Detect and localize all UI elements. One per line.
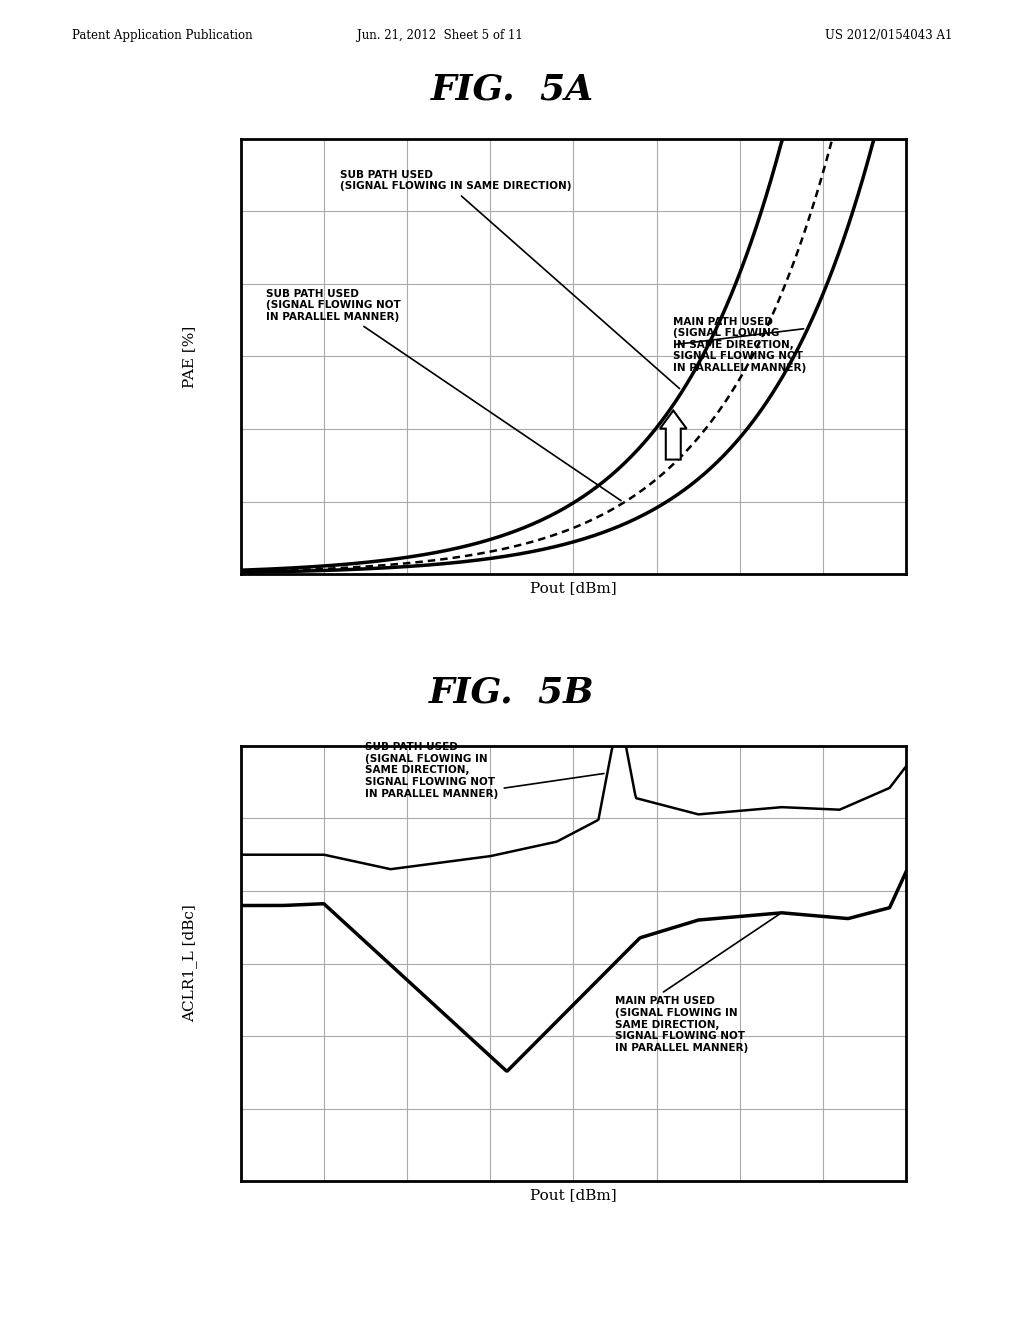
FancyArrow shape xyxy=(660,411,687,459)
Text: MAIN PATH USED
(SIGNAL FLOWING IN
SAME DIRECTION,
SIGNAL FLOWING NOT
IN PARALLEL: MAIN PATH USED (SIGNAL FLOWING IN SAME D… xyxy=(615,915,779,1053)
Text: SUB PATH USED
(SIGNAL FLOWING IN SAME DIRECTION): SUB PATH USED (SIGNAL FLOWING IN SAME DI… xyxy=(340,170,680,388)
Text: FIG.  5B: FIG. 5B xyxy=(429,676,595,710)
Text: PAE [%]: PAE [%] xyxy=(182,325,197,388)
Text: FIG.  5A: FIG. 5A xyxy=(430,73,594,107)
Text: SUB PATH USED
(SIGNAL FLOWING IN
SAME DIRECTION,
SIGNAL FLOWING NOT
IN PARALLEL : SUB PATH USED (SIGNAL FLOWING IN SAME DI… xyxy=(366,742,604,799)
Text: US 2012/0154043 A1: US 2012/0154043 A1 xyxy=(825,29,952,42)
Text: Jun. 21, 2012  Sheet 5 of 11: Jun. 21, 2012 Sheet 5 of 11 xyxy=(357,29,523,42)
X-axis label: Pout [dBm]: Pout [dBm] xyxy=(530,1188,616,1203)
Text: SUB PATH USED
(SIGNAL FLOWING NOT
IN PARALLEL MANNER): SUB PATH USED (SIGNAL FLOWING NOT IN PAR… xyxy=(265,289,622,500)
Text: Patent Application Publication: Patent Application Publication xyxy=(72,29,252,42)
Text: MAIN PATH USED
(SIGNAL FLOWING
IN SAME DIRECTION,
SIGNAL FLOWING NOT
IN PARALLEL: MAIN PATH USED (SIGNAL FLOWING IN SAME D… xyxy=(674,317,807,374)
X-axis label: Pout [dBm]: Pout [dBm] xyxy=(530,581,616,595)
Text: ACLR1_L [dBc]: ACLR1_L [dBc] xyxy=(182,904,197,1023)
